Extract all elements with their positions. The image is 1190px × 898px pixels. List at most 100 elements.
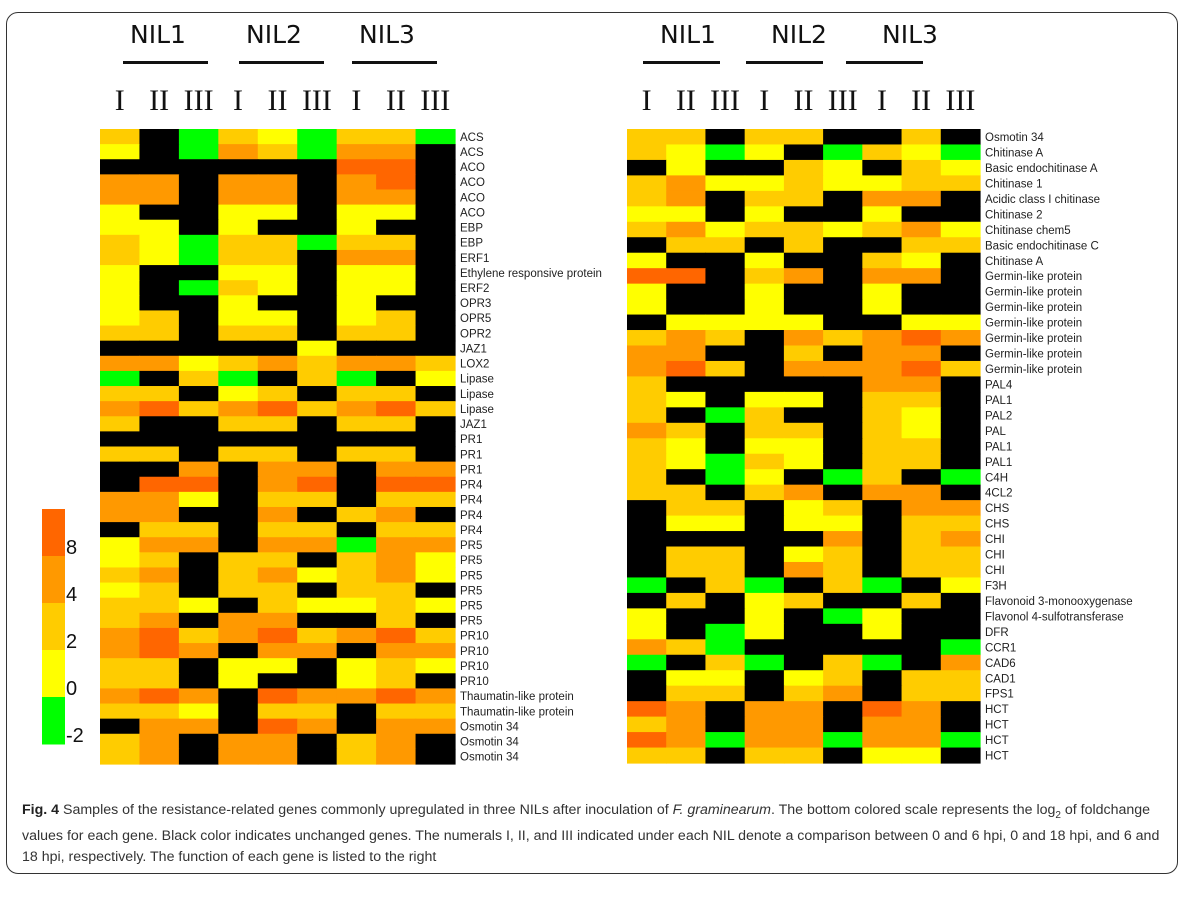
heatmap-cell <box>336 567 377 584</box>
column-label: II <box>149 84 170 117</box>
heatmap-cell <box>336 673 377 690</box>
heatmap-cell <box>336 748 377 765</box>
heatmap-cell <box>627 391 667 408</box>
heatmap-cell <box>297 643 338 659</box>
heatmap-cell <box>744 190 785 207</box>
heatmap-cell <box>297 355 338 372</box>
heatmap-cell <box>705 670 746 687</box>
heatmap-cell <box>376 703 417 720</box>
heatmap-cell <box>100 249 141 266</box>
heatmap-cell <box>415 144 456 160</box>
heatmap-cell <box>666 546 707 563</box>
column-label: III <box>710 84 741 117</box>
heatmap-cell <box>666 639 707 656</box>
gene-label: Germin-like protein <box>985 318 1082 330</box>
heatmap-cell <box>862 670 903 687</box>
heatmap-cell <box>415 522 456 538</box>
heatmap-cell <box>705 639 746 656</box>
gene-label: OPR3 <box>460 298 491 310</box>
gene-label: PR1 <box>460 434 482 446</box>
heatmap-cell <box>415 234 456 251</box>
heatmap-cell <box>139 537 180 553</box>
heatmap-cell <box>139 491 180 508</box>
heatmap-cell <box>100 144 141 160</box>
heatmap-cell <box>336 552 377 569</box>
heatmap-cell <box>862 623 903 640</box>
heatmap-cell <box>139 461 180 478</box>
heatmap-cell <box>218 340 259 357</box>
heatmap-cell <box>705 268 746 285</box>
heatmap-cell <box>940 190 981 207</box>
heatmap-cell <box>415 673 456 690</box>
heatmap-cell <box>627 685 667 702</box>
heatmap-cell <box>100 265 141 281</box>
group-label-nil1: NIL1 <box>130 20 186 49</box>
heatmap-cell <box>297 446 338 463</box>
heatmap-cell <box>415 658 456 674</box>
heatmap-cell <box>178 461 219 478</box>
heatmap-cell <box>823 206 863 223</box>
heatmap-cell <box>823 747 863 764</box>
heatmap-cell <box>139 567 180 584</box>
heatmap-cell <box>139 688 180 705</box>
heatmap-cell <box>336 703 377 720</box>
heatmap-cell <box>336 506 377 523</box>
heatmap-cell <box>218 491 259 508</box>
heatmap-cell <box>139 522 180 538</box>
heatmap-cell <box>415 476 456 493</box>
heatmap-cell <box>336 416 377 432</box>
heatmap-cell <box>666 623 707 640</box>
heatmap-cell <box>627 716 667 733</box>
gene-label: HCT <box>985 735 1009 747</box>
heatmap-cell <box>744 360 785 378</box>
heatmap-cell <box>297 718 338 735</box>
heatmap-cell <box>940 345 981 362</box>
heatmap-cell <box>415 174 456 191</box>
heatmap-cell <box>783 670 824 687</box>
heatmap-cell <box>823 500 863 517</box>
heatmap-cell <box>901 608 942 625</box>
heatmap-cell <box>376 718 417 735</box>
heatmap-cell <box>940 360 981 378</box>
gene-label: LOX2 <box>460 359 489 371</box>
heatmap-cell <box>940 422 981 439</box>
gene-label: Germin-like protein <box>985 271 1082 283</box>
heatmap-cell <box>862 639 903 656</box>
heatmap-cell <box>415 129 456 145</box>
heatmap-cell <box>218 537 259 553</box>
heatmap-cell <box>783 144 824 161</box>
heatmap-cell <box>940 592 981 609</box>
heatmap-cell <box>415 446 456 463</box>
heatmap-cell <box>100 461 141 478</box>
heatmap-cell <box>744 299 785 316</box>
heatmap-cell <box>415 310 456 327</box>
group-underline-nil1 <box>123 61 208 64</box>
heatmap-cell <box>257 703 298 720</box>
heatmap-cell <box>336 658 377 674</box>
heatmap-cell <box>783 314 824 331</box>
heatmap-cell <box>901 469 942 486</box>
heatmap-cell <box>218 416 259 432</box>
heatmap-cell <box>257 174 298 191</box>
gene-label: CAD6 <box>985 658 1016 670</box>
heatmap-cell <box>862 453 903 470</box>
heatmap-cell <box>783 237 824 254</box>
heatmap-cell <box>901 206 942 223</box>
heatmap-cell <box>783 747 824 764</box>
heatmap-cell <box>627 747 667 764</box>
heatmap-cell <box>178 446 219 463</box>
heatmap-cell <box>823 546 863 563</box>
gene-label: ACS <box>460 147 484 159</box>
gene-label: EBP <box>460 238 483 250</box>
heatmap-cell <box>862 608 903 625</box>
heatmap-cell <box>705 376 746 393</box>
caption-species: F. graminearum <box>672 802 771 818</box>
heatmap-cell <box>415 597 456 614</box>
heatmap-cell <box>218 159 259 175</box>
heatmap-cell <box>783 623 824 640</box>
heatmap-cell <box>415 265 456 281</box>
heatmap-cell <box>218 643 259 659</box>
heatmap-cell <box>666 515 707 532</box>
heatmap-cell <box>783 407 824 424</box>
heatmap-cell <box>139 370 180 387</box>
